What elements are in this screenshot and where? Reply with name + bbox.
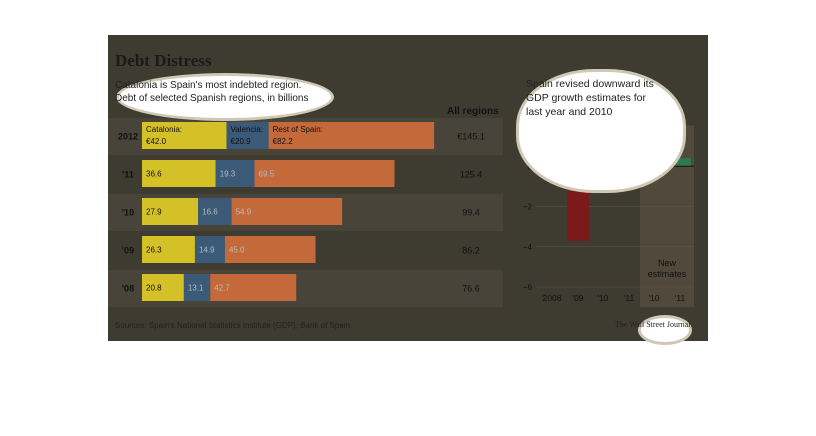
bar-segment — [142, 198, 199, 225]
totals-header: All regions — [447, 106, 499, 117]
legend-label: Valencia: — [231, 125, 263, 134]
total-label: 86.2 — [462, 246, 480, 256]
wsj-credit: The Wall Street Journal — [615, 320, 691, 329]
y-tick-label: −2 — [523, 203, 533, 212]
data-label: 14.9 — [199, 246, 215, 255]
data-label: 42.7 — [214, 284, 230, 293]
data-label: 20.8 — [146, 284, 162, 293]
data-label: 36.6 — [146, 170, 162, 179]
bar-segment — [231, 198, 343, 225]
year-label: '10 — [122, 208, 134, 218]
x-tick-label: 2008 — [543, 293, 562, 303]
bar-segment — [183, 274, 211, 301]
chart-title: Debt Distress — [115, 51, 212, 70]
data-label: 13.1 — [188, 284, 204, 293]
data-label: 69.5 — [259, 170, 275, 179]
data-label: 27.9 — [146, 208, 162, 217]
x-tick-label: '11 — [675, 293, 686, 303]
total-label: 76.6 — [462, 284, 480, 294]
x-tick-label: '10 — [648, 293, 659, 303]
bar-segment — [254, 160, 395, 187]
year-label: '09 — [122, 246, 134, 256]
legend-label: Catalonia: — [146, 125, 182, 134]
data-label: 26.3 — [146, 246, 162, 255]
subtitle-highlight — [116, 73, 334, 121]
gdp-bar — [669, 158, 691, 167]
y-tick-label: −4 — [523, 243, 533, 252]
data-label: 19.3 — [220, 170, 236, 179]
bar-segment — [194, 236, 225, 263]
year-label: '08 — [122, 284, 134, 294]
bar-segment — [142, 236, 195, 263]
bar-segment — [215, 160, 255, 187]
data-label: €82.2 — [273, 137, 294, 146]
chart-subtitle-line2: Debt of selected Spanish regions, in bil… — [115, 93, 309, 104]
bar-segment — [224, 236, 316, 263]
gdp-title-line2: GDP growth estimates for — [526, 92, 647, 104]
bar-segment — [142, 122, 227, 149]
bar-segment — [268, 122, 435, 149]
x-tick-label: '11 — [624, 293, 635, 303]
credit-highlight — [638, 315, 692, 345]
legend-label: Rest of Spain: — [273, 125, 323, 134]
x-tick-label: '10 — [597, 293, 608, 303]
data-label: €42.0 — [146, 137, 167, 146]
gdp-title-line3: last year and 2010 — [526, 106, 613, 118]
year-label: 2012 — [118, 132, 138, 142]
data-label: 54.9 — [236, 208, 252, 217]
bar-segment — [210, 274, 297, 301]
data-label: 45.0 — [229, 246, 245, 255]
total-label: €145.1 — [457, 132, 485, 142]
x-tick-label: '09 — [572, 293, 583, 303]
gdp-title-highlight — [516, 69, 686, 193]
estimates-annotation: estimates — [648, 269, 687, 279]
bar-segment — [198, 198, 232, 225]
bar-segment — [142, 160, 216, 187]
data-label: €20.9 — [231, 137, 252, 146]
chart-panel: 2012 Catalonia: €42.0 Valencia: €20.9 Rest of… — [108, 35, 708, 345]
total-label: 125.4 — [460, 170, 483, 180]
total-label: 99.4 — [462, 208, 480, 218]
estimates-annotation: New — [658, 258, 677, 268]
bar-segment — [226, 122, 269, 149]
data-label: 16.6 — [202, 208, 218, 217]
source-note: Sources: Spain's National Statistics Ins… — [115, 321, 350, 330]
bar-segment — [142, 274, 184, 301]
chart-subtitle-line1: Catalonia is Spain's most indebted regio… — [115, 80, 302, 91]
y-tick-label: −6 — [523, 283, 533, 292]
gdp-title-line1: Spain revised downward its — [526, 78, 654, 90]
year-label: '11 — [122, 170, 134, 180]
